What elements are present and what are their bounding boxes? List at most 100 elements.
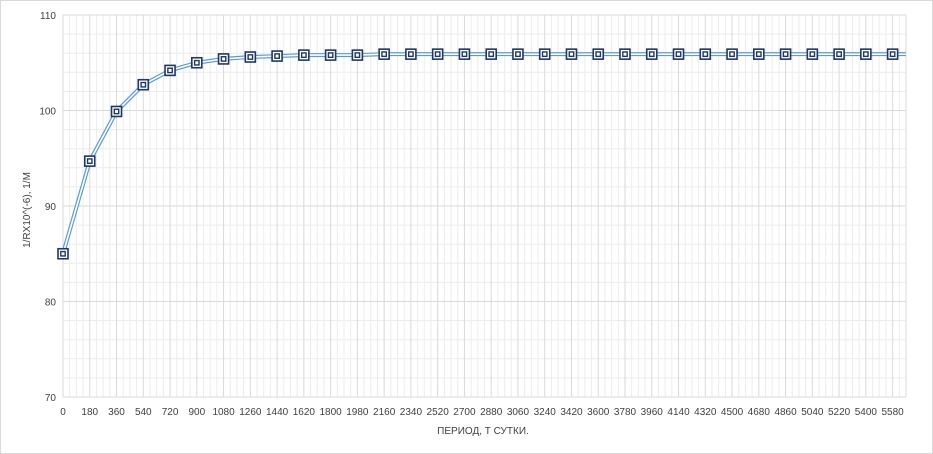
y-tick-label: 80: [45, 298, 57, 309]
data-point-marker: [110, 105, 123, 118]
marker-inner-square: [702, 51, 709, 58]
data-point-marker: [271, 50, 283, 62]
x-tick-label: 4320: [694, 407, 717, 418]
marker-inner-square: [354, 52, 361, 59]
x-tick-label: 540: [135, 407, 152, 418]
marker-inner-square: [60, 250, 66, 257]
data-point-marker: [57, 247, 69, 260]
x-tick-label: 2160: [373, 407, 396, 418]
marker-inner-square: [140, 81, 147, 88]
marker-inner-square: [193, 59, 200, 66]
x-tick-label: 720: [162, 407, 179, 418]
marker-inner-square: [568, 51, 575, 58]
y-tick-label: 110: [40, 11, 56, 22]
data-point-marker: [619, 48, 631, 60]
x-tick-label: 4680: [748, 407, 771, 418]
data-point-marker: [83, 155, 96, 167]
data-point-marker: [860, 48, 872, 60]
marker-inner-square: [836, 51, 842, 58]
y-tick-label: 90: [45, 202, 57, 213]
marker-inner-square: [729, 51, 735, 58]
marker-inner-square: [381, 51, 388, 58]
marker-inner-square: [622, 51, 628, 58]
x-tick-label: 360: [108, 407, 125, 418]
marker-inner-square: [408, 51, 414, 58]
data-point-marker: [726, 48, 738, 60]
marker-inner-square: [755, 51, 762, 58]
data-point-marker: [806, 48, 819, 60]
marker-inner-square: [300, 52, 307, 59]
data-point-marker: [405, 48, 417, 60]
x-tick-label: 3600: [587, 407, 610, 418]
marker-inner-square: [274, 53, 280, 59]
marker-inner-square: [889, 51, 896, 58]
x-tick-label: 5580: [881, 407, 904, 418]
x-tick-label: 2880: [480, 407, 503, 418]
marker-inner-square: [809, 51, 816, 58]
y-axis-tick-labels: 70 80 90 100 110: [39, 11, 56, 404]
data-point-marker: [298, 49, 310, 61]
x-tick-label: 2520: [427, 407, 450, 418]
data-point-marker: [592, 48, 605, 60]
x-tick-label: 5040: [801, 407, 824, 418]
x-tick-label: 3060: [507, 407, 530, 418]
x-tick-label: 1440: [266, 407, 289, 418]
marker-inner-square: [541, 51, 548, 58]
y-tick-label: 70: [45, 393, 57, 404]
marker-inner-square: [461, 51, 468, 58]
marker-inner-square: [167, 67, 173, 74]
marker-inner-square: [434, 51, 441, 58]
marker-inner-square: [327, 52, 334, 59]
data-point-marker: [565, 48, 578, 60]
x-tick-label: 1080: [212, 407, 235, 418]
x-tick-label: 0: [60, 407, 66, 418]
data-point-marker: [191, 56, 203, 69]
x-tick-label: 5220: [828, 407, 851, 418]
marker-inner-square: [247, 54, 254, 60]
data-point-marker: [217, 53, 230, 65]
x-tick-label: 180: [81, 407, 98, 418]
data-point-marker: [485, 48, 497, 60]
x-tick-label: 5400: [855, 407, 878, 418]
marker-inner-square: [86, 158, 93, 165]
data-point-marker: [753, 48, 765, 60]
x-axis-tick-labels: 0 180 360 540 720 900 1080 1260 1440 1620 1800 1980…: [60, 407, 904, 418]
y-axis-title: 1/RX10^(-6), 1/M: [22, 172, 33, 248]
data-point-marker: [378, 48, 390, 60]
marker-inner-square: [675, 51, 682, 58]
marker-inner-square: [488, 51, 495, 58]
x-tick-label: 3780: [614, 407, 637, 418]
x-tick-label: 3240: [534, 407, 557, 418]
data-point-marker: [538, 48, 551, 60]
x-tick-label: 1980: [346, 407, 369, 418]
data-point-marker: [645, 48, 658, 60]
x-tick-label: 3960: [641, 407, 664, 418]
data-point-marker: [886, 48, 899, 60]
data-point-marker: [458, 48, 471, 60]
marker-inner-square: [515, 51, 521, 58]
data-point-marker: [324, 49, 337, 61]
x-tick-label: 900: [188, 407, 205, 418]
major-gridlines: [62, 14, 907, 398]
marker-inner-square: [782, 51, 789, 58]
x-tick-label: 2340: [400, 407, 423, 418]
data-point-marker: [779, 48, 792, 60]
x-tick-label: 1620: [293, 407, 316, 418]
data-markers: [57, 48, 899, 260]
marker-inner-square: [113, 108, 120, 115]
x-axis-title: ПЕРИОД, Т СУТКИ.: [437, 426, 529, 437]
y-tick-label: 100: [39, 107, 56, 118]
data-point-marker: [244, 51, 257, 63]
data-point-marker: [699, 48, 712, 60]
x-tick-label: 3420: [560, 407, 583, 418]
x-tick-label: 4140: [667, 407, 690, 418]
x-tick-label: 4500: [721, 407, 744, 418]
x-tick-label: 1260: [239, 407, 262, 418]
data-point-marker: [672, 48, 685, 60]
data-point-marker: [512, 48, 524, 60]
data-point-marker: [137, 78, 150, 91]
data-point-marker: [164, 64, 176, 77]
data-point-marker: [431, 48, 444, 60]
data-point-marker: [351, 49, 364, 61]
